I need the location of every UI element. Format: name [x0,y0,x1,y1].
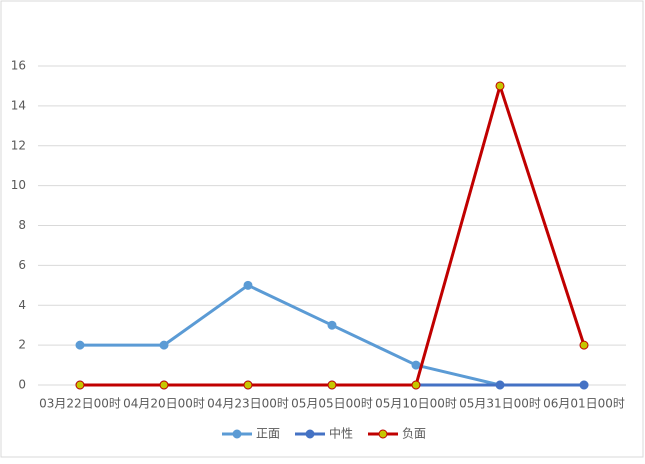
marker [243,280,253,290]
x-tick-label: 04月20日00时 [123,397,205,411]
marker [75,380,85,390]
marker [411,380,421,390]
legend-label: 负面 [402,427,426,441]
y-tick-label: 10 [11,178,26,192]
legend-marker [378,429,388,439]
marker [411,360,421,370]
y-tick-label: 16 [11,59,26,73]
legend-marker [232,429,242,439]
marker [579,380,589,390]
marker [327,320,337,330]
marker [159,340,169,350]
y-tick-label: 2 [18,338,26,352]
legend-marker [305,429,315,439]
y-tick-label: 14 [11,98,26,112]
x-tick-label: 06月01日00时 [543,397,625,411]
marker [495,380,505,390]
marker [243,380,253,390]
marker [159,380,169,390]
marker [327,380,337,390]
marker [495,81,505,91]
y-tick-label: 8 [18,218,26,232]
marker [75,340,85,350]
marker [579,340,589,350]
x-tick-label: 05月31日00时 [459,397,541,411]
legend-label: 中性 [329,426,353,441]
legend-label: 正面 [256,427,280,441]
y-tick-label: 6 [18,258,26,272]
x-tick-label: 05月05日00时 [291,397,373,411]
y-tick-label: 4 [18,298,26,312]
y-tick-label: 0 [18,378,26,392]
y-tick-label: 12 [11,138,26,152]
x-tick-label: 05月10日00时 [375,397,457,411]
x-tick-label: 03月22日00时 [39,397,121,411]
x-tick-label: 04月23日00时 [207,397,289,411]
